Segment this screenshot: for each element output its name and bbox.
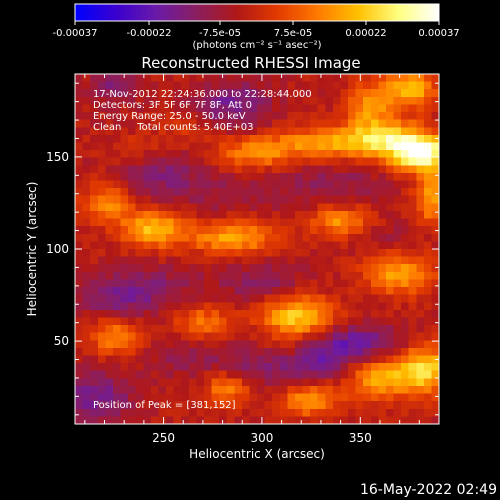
x-tick-label: 300 (250, 431, 273, 445)
y-axis-label: Heliocentric Y (arcsec) (25, 182, 39, 317)
heatmap-image (75, 74, 439, 424)
colorbar-tick-label-1: -0.00022 (127, 28, 172, 39)
y-tick-label: 100 (46, 242, 69, 256)
colorbar-ticks (74, 21, 440, 25)
x-axis-ticks: 250 300 350 (84, 74, 440, 445)
chart-title: Reconstructed RHESSI Image (141, 54, 360, 72)
time-range-annotation: 17-Nov-2012 22:24:36.000 to 22:28:44.000 (93, 89, 312, 100)
x-tick-label: 250 (152, 431, 175, 445)
clean-counts-annotation: Clean Total counts: 5.40E+03 (93, 122, 253, 133)
colorbar-tick-label-5: 0.00037 (418, 28, 459, 39)
colorbar-tick-label-0: -0.00037 (53, 28, 98, 39)
colorbar-gradient (75, 4, 439, 21)
colorbar-frame (74, 3, 440, 22)
peak-position-annotation: Position of Peak = [381,152] (93, 400, 236, 411)
plot-annotations: 17-Nov-2012 22:24:36.000 to 22:28:44.000… (93, 89, 312, 411)
y-axis-ticks: 50 100 150 (46, 82, 439, 416)
detectors-annotation: Detectors: 3F 5F 6F 7F 8F, Att 0 (93, 100, 252, 111)
energy-range-annotation: Energy Range: 25.0 - 50.0 keV (93, 111, 246, 122)
y-tick-label: 150 (46, 150, 69, 164)
colorbar-tick-label-3: 7.5e-05 (274, 28, 312, 39)
x-tick-label: 350 (349, 431, 372, 445)
footer-timestamp: 16-May-2022 02:49 (360, 482, 497, 498)
colorbar-tick-label-4: 0.00022 (345, 28, 386, 39)
y-tick-label: 50 (54, 334, 69, 348)
x-axis-label: Heliocentric X (arcsec) (189, 447, 325, 461)
colorbar-units-label: (photons cm⁻² s⁻¹ asec⁻²) (192, 40, 321, 51)
colorbar: -0.00037 -0.00022 -7.5e-05 7.5e-05 0.000… (53, 3, 460, 51)
colorbar-tick-label-2: -7.5e-05 (199, 28, 241, 39)
